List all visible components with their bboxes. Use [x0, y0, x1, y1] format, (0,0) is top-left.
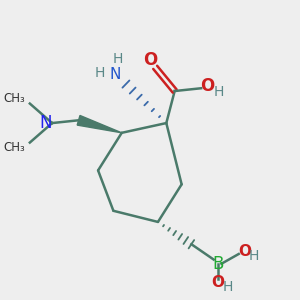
Text: H: H [249, 249, 259, 263]
Text: CH₃: CH₃ [3, 141, 25, 154]
Polygon shape [77, 116, 122, 133]
Text: N: N [110, 67, 121, 82]
Text: O: O [200, 77, 215, 95]
Text: O: O [211, 275, 224, 290]
Text: H: H [94, 67, 105, 80]
Text: B: B [212, 255, 224, 273]
Text: H: H [214, 85, 224, 99]
Text: H: H [222, 280, 233, 294]
Text: H: H [112, 52, 123, 66]
Text: CH₃: CH₃ [3, 92, 25, 105]
Text: O: O [238, 244, 251, 259]
Text: O: O [143, 51, 157, 69]
Text: N: N [40, 114, 52, 132]
